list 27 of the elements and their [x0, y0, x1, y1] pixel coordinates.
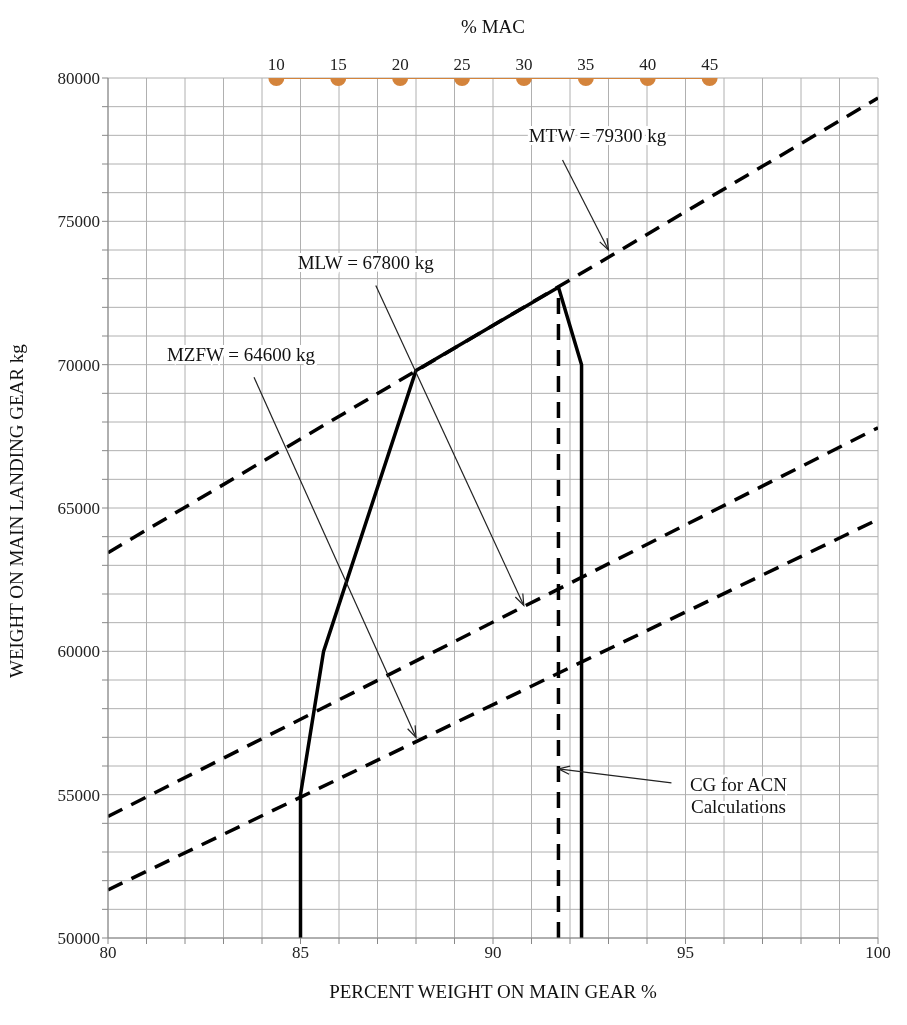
x2-tick-label: 20: [391, 55, 409, 74]
y-tick-label: 80000: [57, 69, 100, 89]
y-tick-label: 70000: [57, 355, 100, 375]
annotation: MTW = 79300 kg: [528, 125, 667, 147]
x2-tick-label: 40: [639, 55, 657, 74]
y-tick-label: 75000: [57, 212, 100, 232]
x-tick-label: 80: [99, 943, 117, 963]
x2-tick-label: 35: [577, 55, 595, 74]
annotation: MZFW = 64600 kg: [166, 344, 316, 366]
annotation: CG for ACN Calculations: [689, 774, 788, 818]
y-tick-label: 55000: [57, 785, 100, 805]
x-tick-label: 85: [292, 943, 309, 963]
x2-tick-label: 45: [701, 55, 719, 74]
x-tick-label: 100: [865, 943, 891, 963]
y-axis-title: WEIGHT ON MAIN LANDING GEAR kg: [5, 343, 27, 678]
y-tick-label: 65000: [57, 499, 100, 519]
x2-tick-label: 10: [267, 55, 285, 74]
annotation: MLW = 67800 kg: [297, 252, 435, 274]
y-tick-label: 50000: [57, 929, 100, 949]
x-axis-title: PERCENT WEIGHT ON MAIN GEAR %: [329, 981, 658, 1002]
x2-tick-label: 30: [515, 55, 533, 74]
x2-tick-label: 25: [453, 55, 471, 74]
y-tick-label: 60000: [57, 642, 100, 662]
x2-axis-title: % MAC: [461, 16, 525, 38]
x-tick-label: 95: [677, 943, 694, 963]
x2-tick-label: 15: [329, 55, 347, 74]
x-tick-label: 90: [484, 943, 502, 963]
